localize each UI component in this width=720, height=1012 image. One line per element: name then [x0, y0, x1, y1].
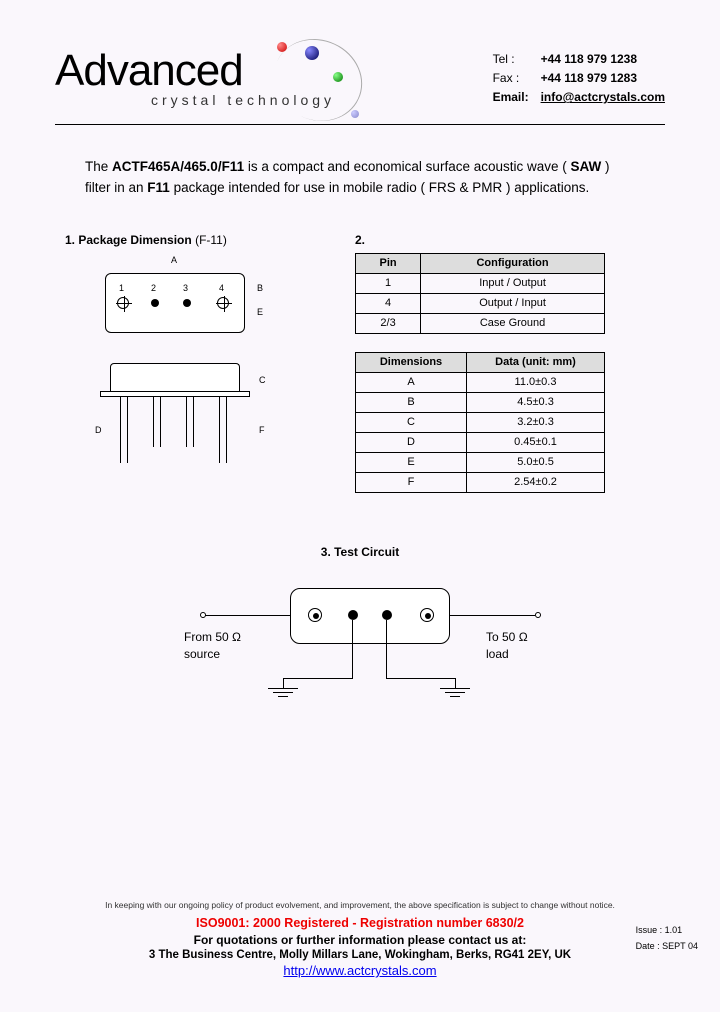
logo-main-text: Advanced: [55, 46, 243, 96]
fax-value: +44 118 979 1283: [541, 69, 637, 88]
page-footer: In keeping with our ongoing policy of pr…: [0, 900, 720, 978]
pin-configuration-table: PinConfiguration 1Input / Output 4Output…: [355, 253, 605, 334]
section1-title: 1. Package Dimension (F-11): [65, 233, 325, 247]
test-circuit-diagram: From 50 Ω source To 50 Ω load: [150, 573, 570, 703]
section2-title: 2.: [355, 233, 665, 247]
dimensions-table: DimensionsData (unit: mm) A11.0±0.3 B4.5…: [355, 352, 605, 493]
tel-label: Tel :: [493, 50, 541, 69]
section3-title: 3. Test Circuit: [55, 545, 665, 559]
company-logo: Advanced crystal technology: [55, 28, 355, 118]
iso-registration: ISO9001: 2000 Registered - Registration …: [0, 916, 720, 930]
website-link[interactable]: http://www.actcrystals.com: [283, 963, 436, 978]
logo-sub-text: crystal technology: [151, 92, 335, 108]
contact-block: Tel :+44 118 979 1238 Fax :+44 118 979 1…: [493, 28, 665, 108]
issue-date-block: Issue : 1.01 Date : SEPT 04: [636, 922, 698, 954]
tel-value: +44 118 979 1238: [541, 50, 637, 69]
email-label: Email:: [493, 88, 541, 107]
fax-label: Fax :: [493, 69, 541, 88]
contact-prompt: For quotations or further information pl…: [0, 933, 720, 947]
company-address: 3 The Business Centre, Molly Millars Lan…: [0, 949, 720, 961]
package-top-view: A 1 2 3 4 B E: [95, 253, 285, 343]
header-divider: [55, 124, 665, 125]
intro-paragraph: The ACTF465A/465.0/F11 is a compact and …: [85, 157, 635, 199]
package-side-view: C F D: [95, 353, 285, 473]
email-link[interactable]: info@actcrystals.com: [541, 88, 665, 107]
disclaimer-text: In keeping with our ongoing policy of pr…: [0, 900, 720, 910]
